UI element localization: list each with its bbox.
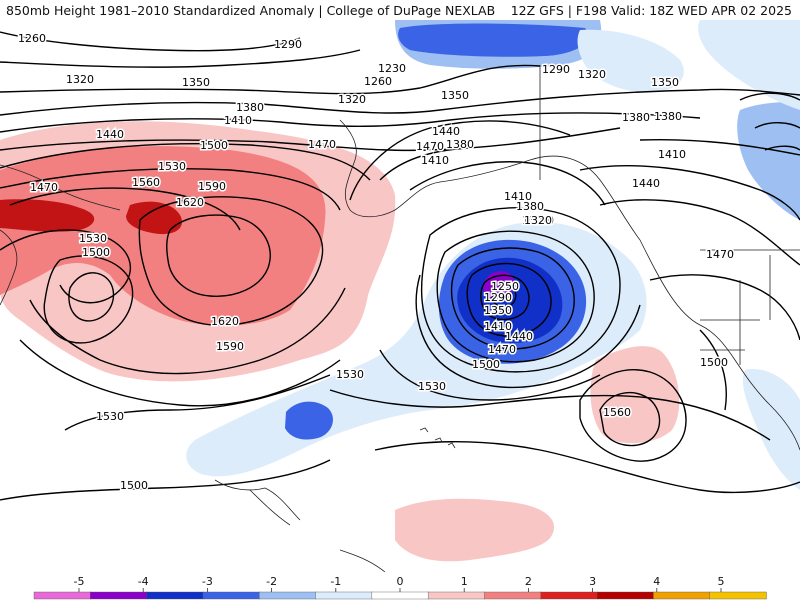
contour-label: 1470 [416,140,444,153]
contour-label: 1380 [622,111,650,124]
contour-label: 1350 [651,76,679,89]
legend-svg: -5 -4 -3 -2 -1 0 1 2 3 4 5 [33,575,767,600]
contour-label: 1440 [96,128,124,141]
red-region-west [0,199,95,232]
contour-label: 1320 [338,93,366,106]
pink-patch-south [395,498,555,562]
contour-label-layer: 1260 1290 1230 1260 1290 1320 1350 1320 … [17,31,736,494]
contour-label: 1350 [441,89,469,102]
blue-north-core [398,23,589,57]
contour-label: 1530 [79,232,107,245]
legend-tick-label: 1 [461,575,468,588]
legend-swatch [146,591,204,600]
contour-label: 1250 [491,280,519,293]
legend-tick-label: -2 [266,575,277,588]
contour-label: 1410 [484,320,512,333]
height-contours [0,31,800,501]
contour-label: 1530 [96,410,124,423]
contour-label: 1620 [211,315,239,328]
contour-label: 1350 [182,76,210,89]
legend-swatch [371,591,429,600]
contour-label: 1290 [542,63,570,76]
legend-swatch [315,591,373,600]
coastlines [0,65,800,572]
contour-label: 1380 [236,101,264,114]
contour-label: 1320 [522,214,550,227]
contour-label: 1500 [82,246,110,259]
contour-label: 1470 [30,181,58,194]
contour-label: 1470 [488,343,516,356]
contour-label: 1590 [198,180,226,193]
contour-label: 1440 [432,125,460,138]
map-header: 850mb Height 1981–2010 Standardized Anom… [0,0,800,20]
legend-tick-label: -3 [202,575,213,588]
legend-swatch [259,591,317,600]
negative-anomaly-shading [186,20,800,490]
legend-tick-label: -4 [138,575,149,588]
contour-label: 1500 [120,479,148,492]
light-blue-east [698,20,800,110]
legend-swatch [540,591,598,600]
contour-label: 1260 [18,32,46,45]
contour-label: 1620 [176,196,204,209]
contour-label: 1290 [484,291,512,304]
anomaly-map: 1260 1290 1230 1260 1290 1320 1350 1320 … [0,20,800,572]
contour-label: 1380 [654,110,682,123]
legend-swatch [427,591,486,600]
contour-label: 1380 [516,200,544,213]
contour-label: 1320 [66,73,94,86]
contour-label: 1530 [418,380,446,393]
pink-region [0,146,326,326]
legend-swatch [484,591,542,600]
contour-label: 1410 [504,190,532,203]
legend-tick-label: -1 [330,575,341,588]
contour-label: 1530 [158,160,186,173]
legend-swatch [33,591,92,600]
dark-blue-core [457,257,563,343]
valid-time: 12Z GFS | F198 Valid: 18Z WED APR 02 202… [510,3,792,18]
legend-tick-label: 2 [525,575,532,588]
color-scale-legend: -5 -4 -3 -2 -1 0 1 2 3 4 5 [0,572,800,600]
contour-label: 1590 [216,340,244,353]
contour-label: 1320 [578,68,606,81]
legend-tick-label: 4 [653,575,660,588]
contour-label: 1350 [526,214,554,227]
contour-label: 1410 [421,154,449,167]
contour-label: 1440 [632,177,660,190]
pink-patch-southeast [590,346,680,444]
contour-label: 1560 [132,176,160,189]
legend-swatch [202,591,260,600]
legend-swatch [709,591,767,600]
legend-swatch [653,591,711,600]
legend-swatch [90,591,148,600]
contour-label: 1440 [505,330,533,343]
contour-label: 1530 [336,368,364,381]
legend-tick-label: 0 [397,575,404,588]
light-blue-north-patch [577,29,684,93]
contour-label: 1260 [364,75,392,88]
contour-label: 1350 [484,304,512,317]
contour-label: 1500 [700,356,728,369]
contour-label: 1470 [706,248,734,261]
contour-label: 1410 [658,148,686,161]
contour-label: 1230 [378,62,406,75]
positive-anomaly-shading [0,121,680,562]
contour-label: 1560 [603,406,631,419]
contour-label: 1380 [446,138,474,151]
light-blue-southeast-coast [742,369,800,490]
contour-label: 1470 [308,138,336,151]
contour-label: 1500 [200,139,228,152]
legend-tick-label: 3 [589,575,596,588]
contour-label: 1500 [472,358,500,371]
map-title: 850mb Height 1981–2010 Standardized Anom… [6,3,496,18]
legend-swatch [596,591,655,600]
contour-label: 1410 [224,114,252,127]
contour-label: 1320 [524,214,552,227]
blue-spot-south [285,401,333,440]
blue-northeast [737,101,800,220]
legend-tick-label: 5 [718,575,725,588]
legend-tick-label: -5 [74,575,85,588]
contour-label: 1290 [274,38,302,51]
